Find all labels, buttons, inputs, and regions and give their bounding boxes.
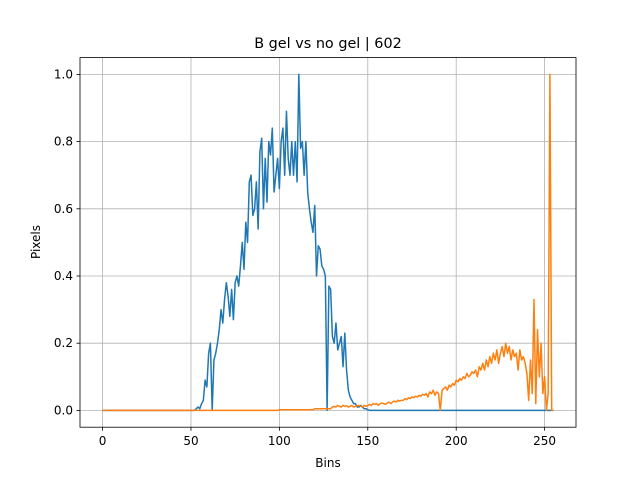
y-tick-label: 0.6 [54, 202, 73, 216]
y-tick-label: 1.0 [54, 67, 73, 81]
plot-frame [79, 57, 577, 428]
y-axis-label: Pixels [29, 225, 43, 259]
x-tick-label: 200 [445, 434, 468, 448]
y-tick-label: 0.8 [54, 135, 73, 149]
chart-title: B gel vs no gel | 602 [254, 36, 402, 52]
y-tick-label: 0.4 [54, 269, 73, 283]
x-tick-label: 150 [356, 434, 379, 448]
line-series [102, 73, 554, 412]
x-tick-label: 100 [268, 434, 291, 448]
x-tick-label: 0 [99, 434, 107, 448]
y-tick-label: 0.0 [54, 403, 73, 417]
x-tick-label: 250 [533, 434, 556, 448]
y-tick-label: 0.2 [54, 336, 73, 350]
x-tick-label: 50 [183, 434, 198, 448]
x-axis-label: Bins [315, 456, 340, 470]
